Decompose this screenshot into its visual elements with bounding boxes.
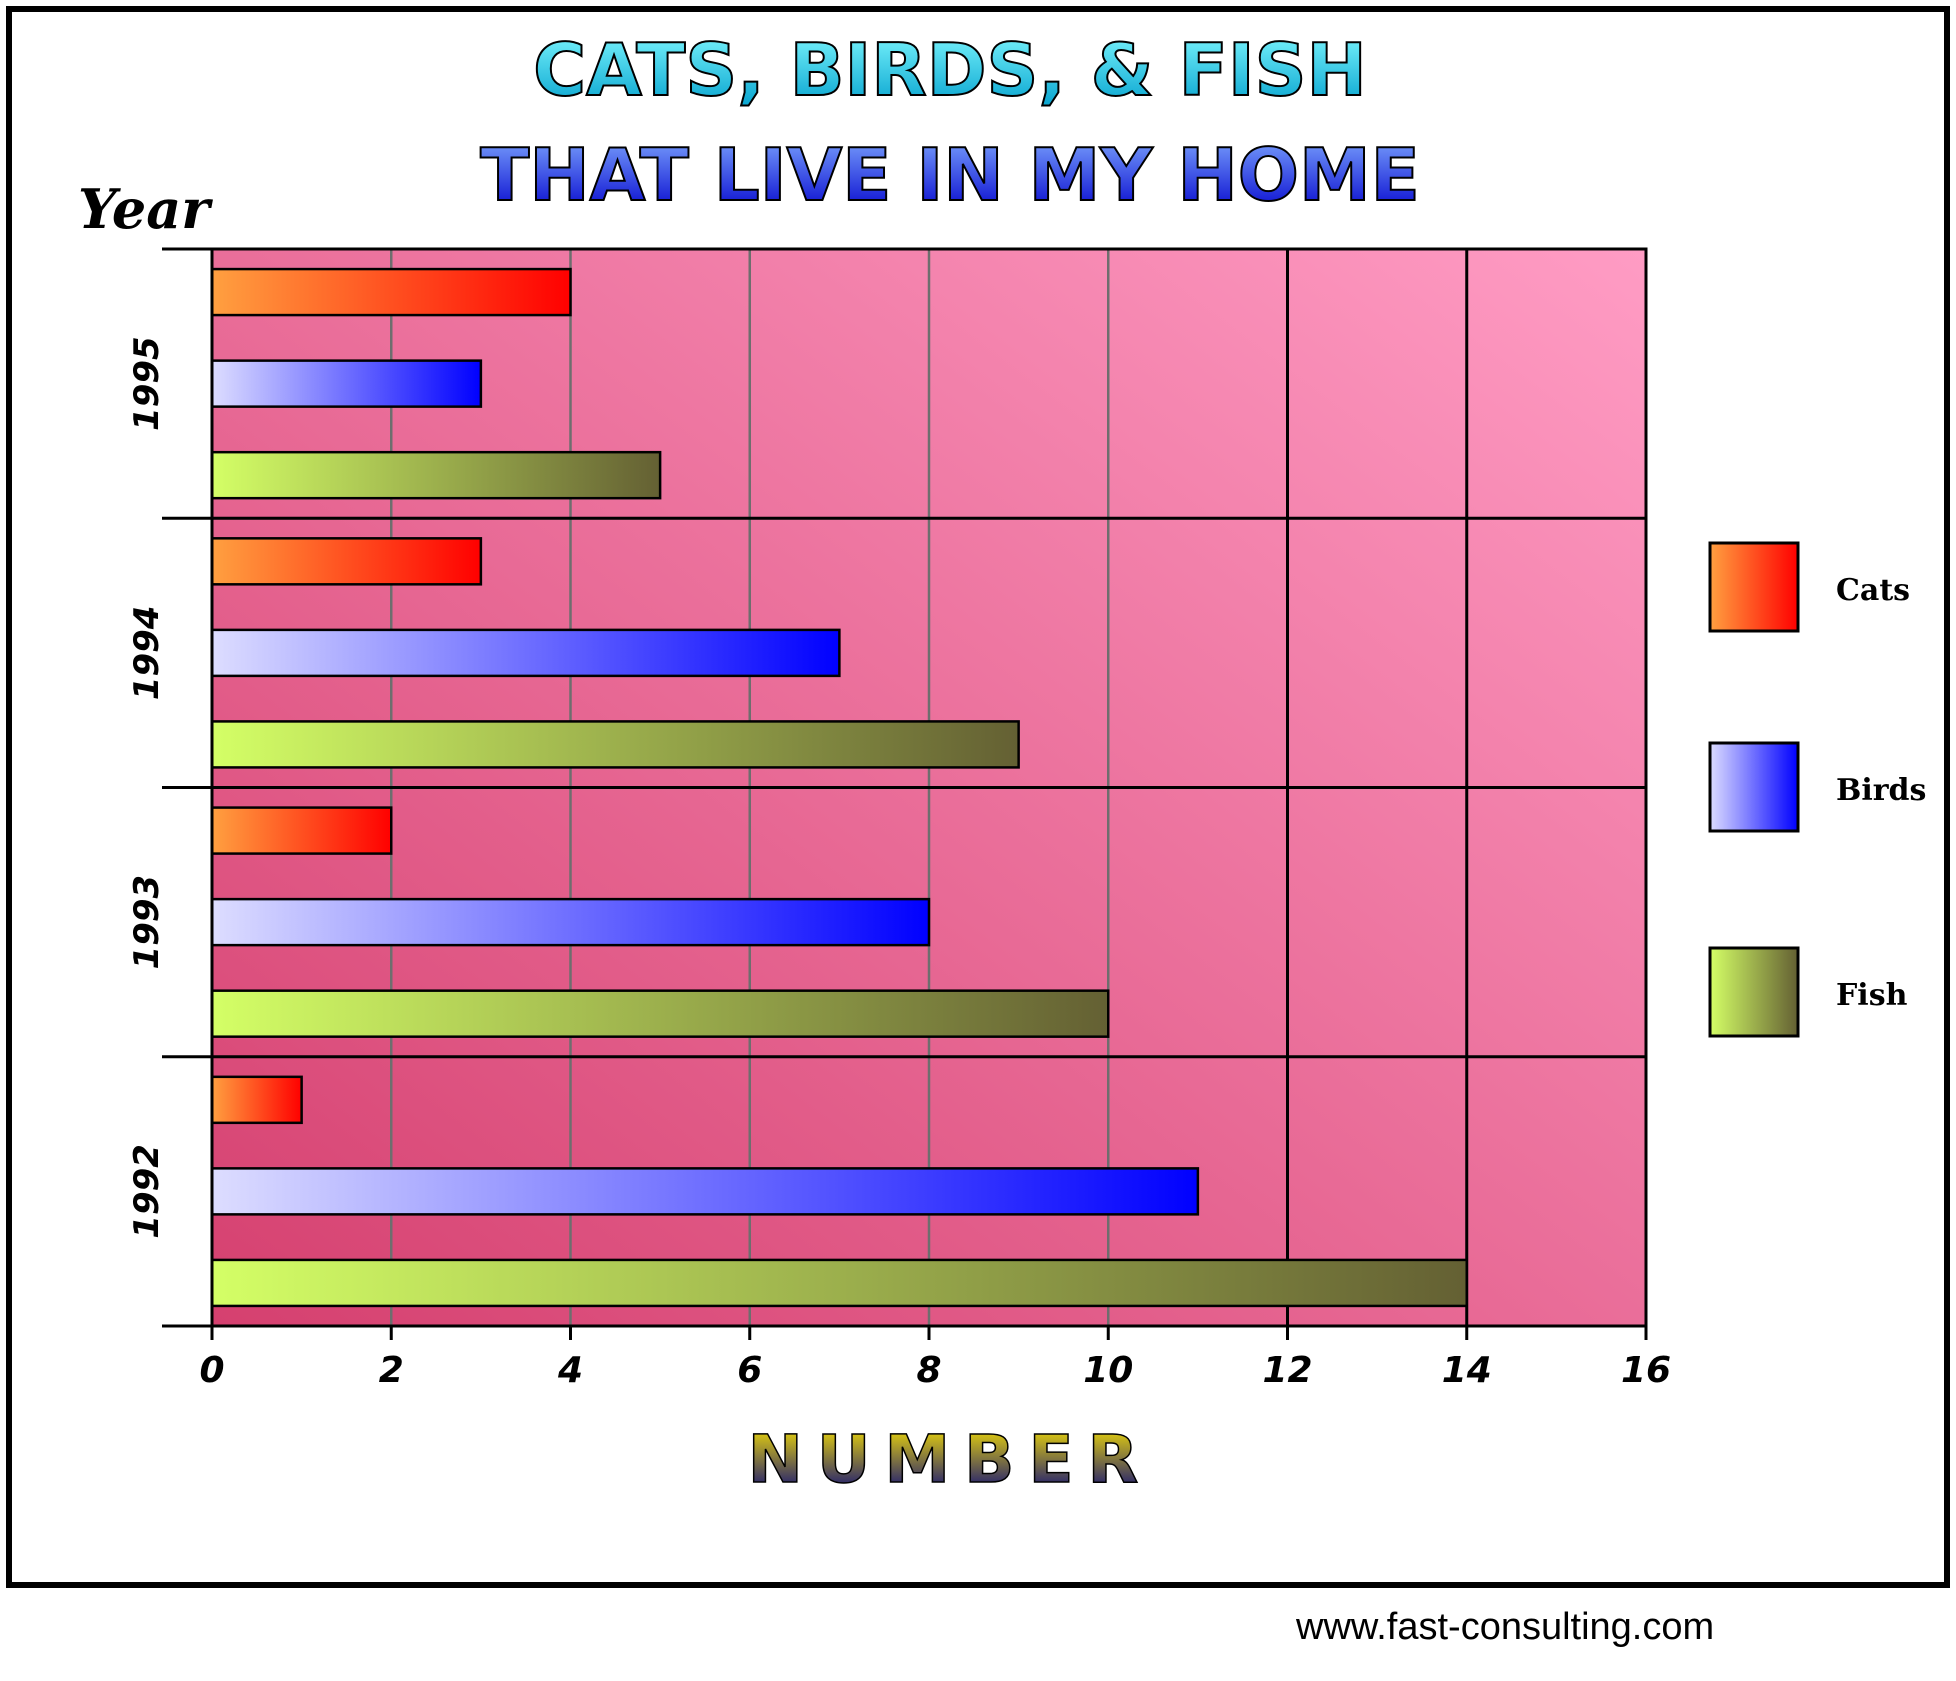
bar-fish-1993 bbox=[210, 989, 1110, 1038]
legend-swatch-cats bbox=[1708, 541, 1800, 633]
x-axis-label: NUMBER bbox=[748, 1421, 1153, 1498]
bar-cats-1994 bbox=[210, 537, 483, 586]
legend-swatch-fish bbox=[1708, 946, 1800, 1038]
bar-cats-1993 bbox=[210, 806, 393, 855]
bar-fish-1992 bbox=[210, 1258, 1468, 1308]
legend-label-fish: Fish bbox=[1836, 978, 1908, 1013]
x-tick-label: 6 bbox=[737, 1350, 762, 1391]
chart-title-line-1: CATS, BIRDS, & FISH bbox=[533, 28, 1366, 112]
x-tick-label: 16 bbox=[1621, 1350, 1671, 1391]
legend-label-cats: Cats bbox=[1836, 573, 1910, 608]
bar-birds-1995 bbox=[210, 359, 483, 408]
category-label-1995: 1995 bbox=[127, 336, 167, 431]
category-label-1992: 1992 bbox=[127, 1144, 167, 1239]
y-axis-label: Year bbox=[78, 177, 213, 241]
x-tick-label: 4 bbox=[557, 1350, 583, 1391]
x-tick-label: 0 bbox=[199, 1350, 224, 1391]
legend-swatch-birds bbox=[1708, 741, 1800, 833]
legend-label-birds: Birds bbox=[1836, 773, 1926, 808]
bar-cats-1992 bbox=[210, 1075, 303, 1125]
footer-url[interactable]: www.fast-consulting.com bbox=[1296, 1606, 1715, 1648]
x-tick-label: 2 bbox=[379, 1350, 404, 1391]
x-tick-label: 8 bbox=[916, 1350, 941, 1391]
bar-fish-1995 bbox=[210, 450, 662, 500]
chart-title-line-2: THAT LIVE IN MY HOME bbox=[480, 133, 1420, 217]
x-tick-label: 14 bbox=[1442, 1350, 1492, 1391]
bar-birds-1992 bbox=[210, 1167, 1200, 1216]
bar-cats-1995 bbox=[210, 267, 572, 317]
bar-birds-1994 bbox=[210, 628, 841, 678]
category-label-1994: 1994 bbox=[127, 606, 167, 701]
bar-birds-1993 bbox=[210, 897, 931, 947]
bar-fish-1994 bbox=[210, 720, 1020, 769]
x-tick-label: 12 bbox=[1262, 1350, 1312, 1391]
x-tick-label: 10 bbox=[1083, 1350, 1133, 1391]
category-label-1993: 1993 bbox=[127, 875, 167, 970]
